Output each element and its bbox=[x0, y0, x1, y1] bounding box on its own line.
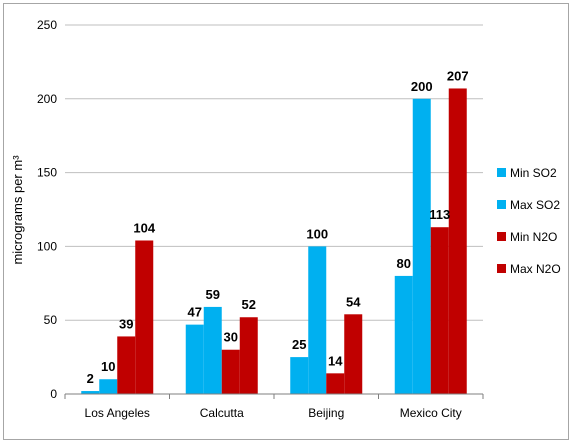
bar-min-n2o bbox=[430, 227, 449, 394]
bar-max-n2o bbox=[344, 314, 363, 394]
data-label: 80 bbox=[397, 256, 411, 271]
bar-min-so2 bbox=[81, 391, 100, 394]
x-tick-label: Calcutta bbox=[200, 406, 244, 420]
legend-swatch bbox=[497, 168, 506, 177]
y-tick-label: 250 bbox=[37, 18, 57, 32]
legend-label: Max N2O bbox=[510, 262, 561, 276]
data-label: 52 bbox=[242, 297, 256, 312]
bar-max-so2 bbox=[412, 98, 431, 395]
bar-max-n2o bbox=[135, 240, 154, 394]
data-label: 30 bbox=[224, 330, 238, 345]
data-label: 207 bbox=[447, 68, 469, 83]
bar-min-so2 bbox=[290, 357, 309, 394]
legend-label: Max SO2 bbox=[510, 198, 560, 212]
bar-max-n2o bbox=[448, 88, 467, 394]
y-tick-label: 0 bbox=[50, 387, 57, 401]
data-label: 10 bbox=[101, 359, 115, 374]
y-axis-ticks: 0 50 100 150 200 250 bbox=[37, 18, 57, 401]
data-label: 200 bbox=[411, 79, 433, 94]
legend-swatch bbox=[497, 264, 506, 273]
data-label: 54 bbox=[346, 294, 361, 309]
data-label: 25 bbox=[292, 337, 306, 352]
bar-min-n2o bbox=[117, 336, 136, 394]
data-label: 2 bbox=[87, 371, 94, 386]
data-label: 113 bbox=[429, 207, 450, 222]
legend-swatch bbox=[497, 232, 506, 241]
data-label: 14 bbox=[328, 353, 343, 368]
legend-label: Min SO2 bbox=[510, 166, 557, 180]
bar-max-n2o bbox=[239, 317, 258, 394]
data-label: 47 bbox=[188, 305, 202, 320]
y-tick-label: 50 bbox=[44, 313, 58, 327]
bar-min-so2 bbox=[394, 275, 413, 394]
legend-label: Min N2O bbox=[510, 230, 557, 244]
y-tick-label: 100 bbox=[37, 239, 57, 253]
chart-frame bbox=[3, 3, 569, 440]
data-label: 59 bbox=[206, 287, 220, 302]
y-axis-label: micrograms per m³ bbox=[10, 155, 25, 265]
data-labels: 2 10 39 104 47 59 30 52 25 100 14 54 80 200 113 207 bbox=[87, 68, 469, 386]
y-tick-label: 150 bbox=[37, 166, 57, 180]
bar-max-so2 bbox=[99, 379, 118, 394]
legend-swatch bbox=[497, 200, 506, 209]
legend: Min SO2 Max SO2 Min N2O Max N2O bbox=[497, 166, 561, 276]
data-label: 100 bbox=[306, 226, 328, 241]
bar-max-so2 bbox=[308, 246, 327, 394]
y-tick-label: 200 bbox=[37, 92, 57, 106]
bar-min-n2o bbox=[221, 349, 240, 394]
x-axis-ticks: Los Angeles Calcutta Beijing Mexico City bbox=[64, 394, 484, 420]
bar-min-n2o bbox=[326, 373, 345, 394]
bars bbox=[81, 88, 467, 395]
data-label: 39 bbox=[119, 316, 133, 331]
x-tick-label: Mexico City bbox=[400, 406, 462, 420]
x-tick-label: Beijing bbox=[308, 406, 344, 420]
bar-max-so2 bbox=[203, 306, 222, 394]
data-label: 104 bbox=[133, 220, 155, 235]
bar-min-so2 bbox=[185, 324, 204, 394]
x-tick-label: Los Angeles bbox=[85, 406, 150, 420]
